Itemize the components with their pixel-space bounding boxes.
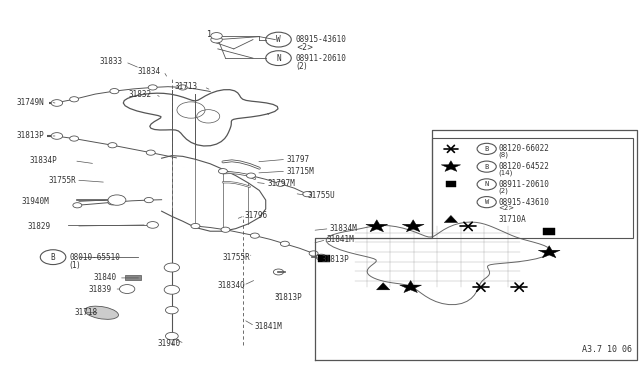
Text: W: W xyxy=(276,35,281,44)
Circle shape xyxy=(211,36,222,43)
Polygon shape xyxy=(441,161,461,171)
Circle shape xyxy=(108,200,117,205)
Text: 08010-65510: 08010-65510 xyxy=(70,253,120,262)
Text: A3.7 10 06: A3.7 10 06 xyxy=(582,344,632,353)
Polygon shape xyxy=(400,280,422,292)
Circle shape xyxy=(166,307,178,314)
Text: 31796: 31796 xyxy=(244,211,268,220)
Text: N: N xyxy=(484,182,489,187)
Text: (14): (14) xyxy=(498,170,513,176)
Text: B: B xyxy=(484,146,489,152)
Polygon shape xyxy=(366,220,388,232)
Text: 31715M: 31715M xyxy=(287,167,314,176)
Circle shape xyxy=(211,33,222,39)
Text: B: B xyxy=(484,164,489,170)
Text: 31840: 31840 xyxy=(93,273,116,282)
Text: 08911-20610: 08911-20610 xyxy=(296,54,347,62)
Text: 31940: 31940 xyxy=(157,339,180,348)
Circle shape xyxy=(280,241,289,246)
Text: 08915-43610: 08915-43610 xyxy=(296,35,347,44)
Polygon shape xyxy=(376,283,390,290)
Ellipse shape xyxy=(84,306,118,319)
Circle shape xyxy=(120,285,135,294)
Bar xyxy=(446,182,456,187)
Text: 31755U: 31755U xyxy=(307,191,335,200)
Polygon shape xyxy=(403,220,424,232)
Circle shape xyxy=(166,333,178,340)
Text: (1): (1) xyxy=(70,261,81,270)
Text: 08120-64522: 08120-64522 xyxy=(498,162,549,171)
Text: 31749N: 31749N xyxy=(17,98,44,107)
Text: <2>: <2> xyxy=(296,43,314,52)
Text: 31839: 31839 xyxy=(89,285,112,294)
Text: B: B xyxy=(51,253,56,262)
Text: 31713: 31713 xyxy=(174,82,198,91)
Circle shape xyxy=(218,169,227,174)
Text: N: N xyxy=(276,54,281,62)
Bar xyxy=(125,275,141,280)
Text: 31940M: 31940M xyxy=(21,197,49,206)
Text: 31841M: 31841M xyxy=(255,321,283,331)
Text: 31834M: 31834M xyxy=(330,224,357,233)
Text: 31834P: 31834P xyxy=(29,156,57,165)
Circle shape xyxy=(73,203,82,208)
Text: 31710A: 31710A xyxy=(498,215,526,224)
Text: 31813P: 31813P xyxy=(274,294,302,302)
Circle shape xyxy=(148,85,157,90)
Text: 08120-66022: 08120-66022 xyxy=(498,144,549,153)
Polygon shape xyxy=(538,246,560,258)
Circle shape xyxy=(164,285,179,294)
Circle shape xyxy=(110,89,119,94)
Circle shape xyxy=(70,97,79,102)
Text: 31834Q: 31834Q xyxy=(218,281,246,290)
Circle shape xyxy=(108,195,126,205)
Text: 31797M: 31797M xyxy=(268,179,296,188)
Circle shape xyxy=(147,150,156,155)
Bar xyxy=(543,228,555,235)
Text: 31829: 31829 xyxy=(28,221,51,231)
Circle shape xyxy=(316,254,326,260)
Text: (2): (2) xyxy=(296,62,307,71)
Bar xyxy=(318,255,330,262)
Circle shape xyxy=(51,133,63,139)
Text: 31755R: 31755R xyxy=(223,253,251,262)
Circle shape xyxy=(273,269,284,275)
Circle shape xyxy=(250,233,259,238)
Text: 31832: 31832 xyxy=(129,90,152,99)
Circle shape xyxy=(51,100,63,106)
Text: 08915-43610: 08915-43610 xyxy=(498,198,549,206)
Text: 31797: 31797 xyxy=(287,155,310,164)
Text: <2>: <2> xyxy=(498,205,515,211)
Circle shape xyxy=(70,136,79,141)
Polygon shape xyxy=(444,215,458,222)
Text: 31718: 31718 xyxy=(74,308,97,317)
Circle shape xyxy=(246,173,255,178)
Circle shape xyxy=(303,192,312,197)
Text: (8): (8) xyxy=(498,152,508,158)
Circle shape xyxy=(276,181,285,186)
Circle shape xyxy=(108,142,117,148)
Circle shape xyxy=(309,251,318,256)
Circle shape xyxy=(145,198,154,203)
Text: 31813P: 31813P xyxy=(321,254,349,263)
Text: 08911-20610: 08911-20610 xyxy=(498,180,549,189)
Circle shape xyxy=(164,263,179,272)
Circle shape xyxy=(147,222,159,228)
Text: 31841M: 31841M xyxy=(326,235,354,244)
Text: (2): (2) xyxy=(498,187,508,194)
Text: 31833: 31833 xyxy=(100,57,123,66)
Circle shape xyxy=(178,85,187,90)
Text: 1: 1 xyxy=(205,29,211,39)
Text: 31834: 31834 xyxy=(138,67,161,76)
Circle shape xyxy=(191,224,200,229)
Bar xyxy=(432,138,633,238)
Text: W: W xyxy=(484,199,489,205)
Text: 31755R: 31755R xyxy=(49,176,76,185)
Text: 31813P: 31813P xyxy=(17,131,44,141)
Circle shape xyxy=(221,227,230,232)
